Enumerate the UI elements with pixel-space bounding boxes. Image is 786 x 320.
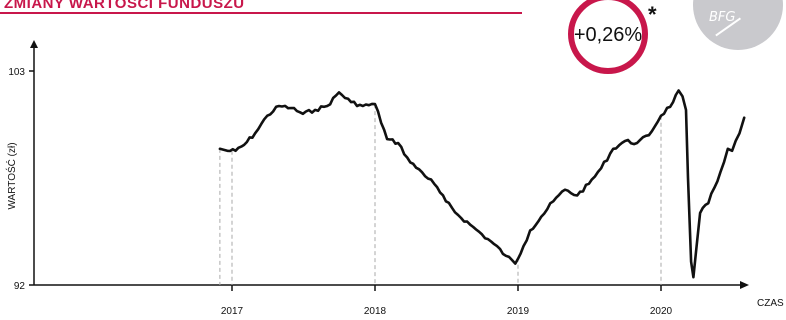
date-guides bbox=[219, 104, 662, 285]
x-ticks: 2017 2018 2019 2020 bbox=[221, 285, 673, 317]
y-tick-label-low: 92 bbox=[14, 281, 26, 292]
x-axis-arrow bbox=[740, 281, 749, 289]
y-axis-arrow bbox=[30, 40, 38, 48]
x-tick-label-2020: 2020 bbox=[650, 306, 673, 317]
change-badge-value: +0,26% bbox=[573, 23, 643, 46]
y-axis-title: WARTOŚĆ (zł) bbox=[5, 142, 18, 209]
footnote-mark: * bbox=[648, 2, 657, 27]
header-title: ZMIANY WARTOŚCI FUNDUSZU bbox=[4, 0, 245, 12]
y-tick-label-high: 103 bbox=[8, 67, 25, 78]
x-tick-label-2019: 2019 bbox=[507, 306, 530, 317]
bfg-logo-text: BFG bbox=[709, 10, 736, 25]
x-axis-title: CZAS bbox=[757, 298, 784, 309]
x-tick-label-2018: 2018 bbox=[364, 306, 387, 317]
change-badge: +0,26% bbox=[568, 0, 648, 74]
fund-value-line bbox=[218, 89, 746, 279]
header-underline bbox=[0, 12, 522, 14]
x-tick-label-2017: 2017 bbox=[221, 306, 244, 317]
